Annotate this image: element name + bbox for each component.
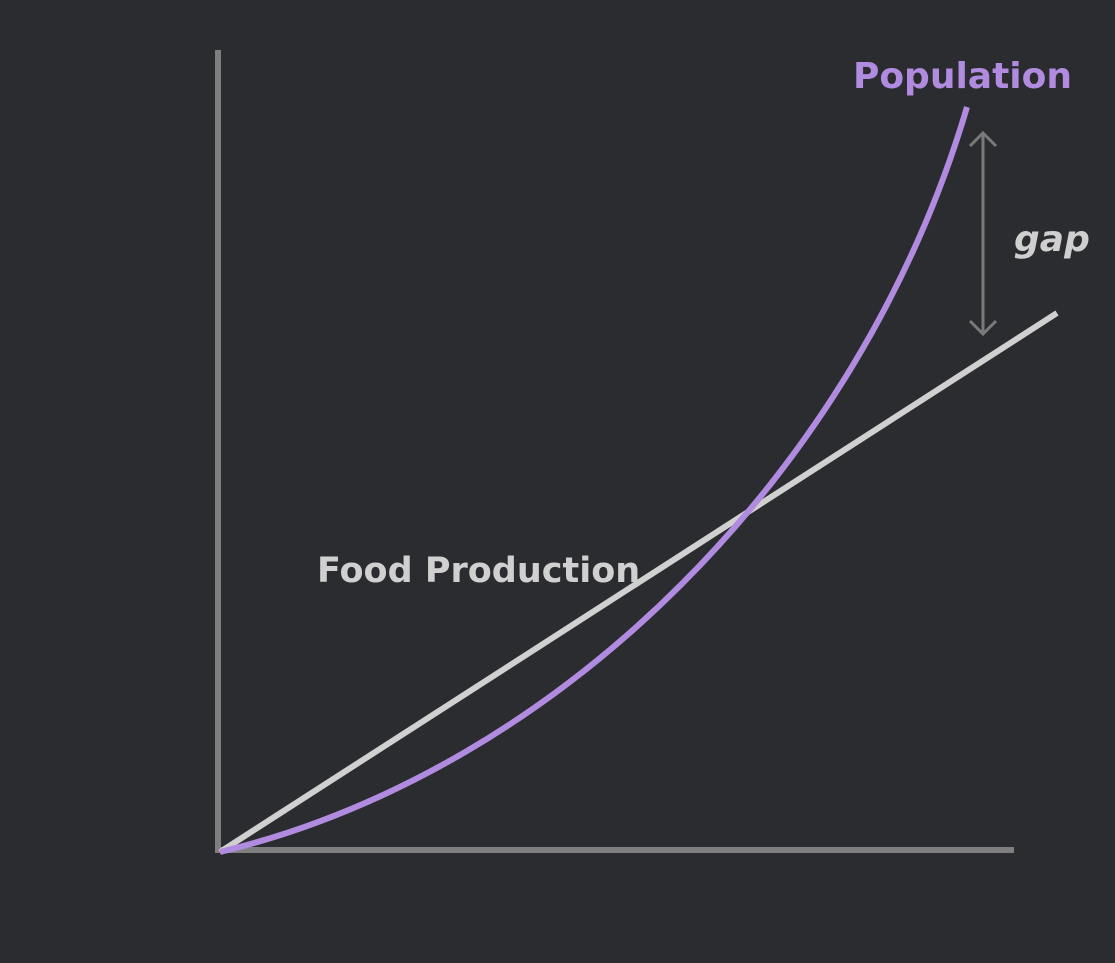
gap-arrow-head-bottom — [968, 319, 998, 337]
gap-arrow-head-top — [968, 130, 998, 148]
population-curve — [219, 106, 970, 855]
food-production-line — [218, 310, 1059, 855]
population-label: Population — [853, 56, 1072, 97]
gap-arrow — [968, 130, 998, 337]
gap-label: gap — [1014, 219, 1090, 260]
food-production-label: Food Production — [317, 551, 640, 591]
